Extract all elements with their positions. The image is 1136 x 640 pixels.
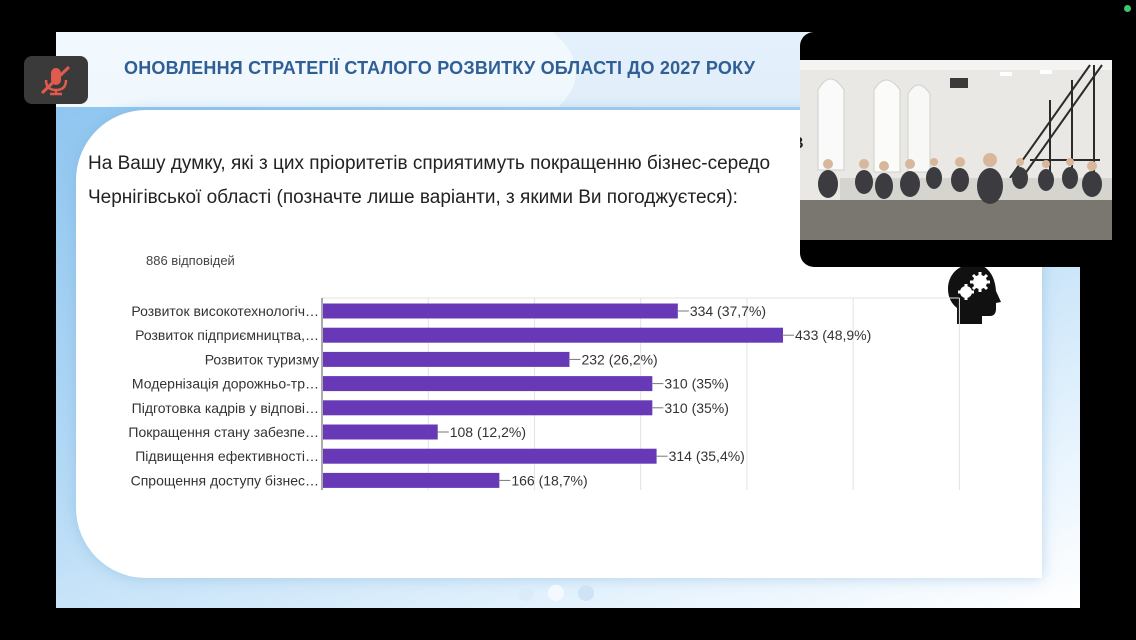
question-line-2: Чернігівської області (позначте лише вар… xyxy=(88,187,738,208)
bar xyxy=(323,351,570,367)
category-label: Покращення стану забезпе… xyxy=(128,424,319,440)
bar xyxy=(323,327,783,343)
slide-dot[interactable] xyxy=(578,585,594,601)
data-label: 166 (18,7%) xyxy=(511,472,587,488)
data-label: 433 (48,9%) xyxy=(795,327,871,343)
slide-title: ОНОВЛЕННЯ СТРАТЕГІЇ СТАЛОГО РОЗВИТКУ ОБЛ… xyxy=(124,58,756,78)
category-label: Розвиток підприємництва,… xyxy=(135,327,319,343)
bar xyxy=(323,424,438,440)
bar xyxy=(323,303,678,319)
participant-video[interactable]: В xyxy=(800,32,1136,267)
bar xyxy=(323,472,500,488)
data-label: 334 (37,7%) xyxy=(690,303,766,319)
bar xyxy=(323,376,653,392)
data-label: 310 (35%) xyxy=(664,376,729,392)
category-label: Підвищення ефективності… xyxy=(135,448,319,464)
slide-dot-active[interactable] xyxy=(548,585,564,601)
microphone-muted-icon xyxy=(40,65,71,96)
category-label: Модернізація дорожньо-тр… xyxy=(132,376,319,392)
bar xyxy=(323,448,657,464)
data-label: 108 (12,2%) xyxy=(450,424,526,440)
category-label: Розвиток високотехнологіч… xyxy=(131,303,319,319)
slide-dot[interactable] xyxy=(518,585,534,601)
category-label: Спрощення доступу бізнес… xyxy=(131,472,319,488)
status-indicator xyxy=(1124,5,1131,12)
mute-button[interactable] xyxy=(24,56,88,104)
bar xyxy=(323,400,653,416)
slide-pagination xyxy=(518,585,608,606)
video-caption-fragment: В xyxy=(800,135,804,153)
survey-question: На Вашу думку, які з цих пріоритетів спр… xyxy=(88,147,770,215)
data-label: 310 (35%) xyxy=(664,400,729,416)
response-count: 886 відповідей xyxy=(146,253,235,268)
head-gears-icon xyxy=(948,264,1001,324)
meeting-room-image xyxy=(800,60,1112,240)
data-label: 232 (26,2%) xyxy=(581,351,657,367)
question-line-1: На Вашу думку, які з цих пріоритетів спр… xyxy=(88,153,771,174)
video-frame xyxy=(800,60,1112,240)
category-label: Розвиток туризму xyxy=(205,351,319,367)
data-label: 314 (35,4%) xyxy=(669,448,745,464)
category-label: Підготовка кадрів у відпові… xyxy=(132,400,319,416)
